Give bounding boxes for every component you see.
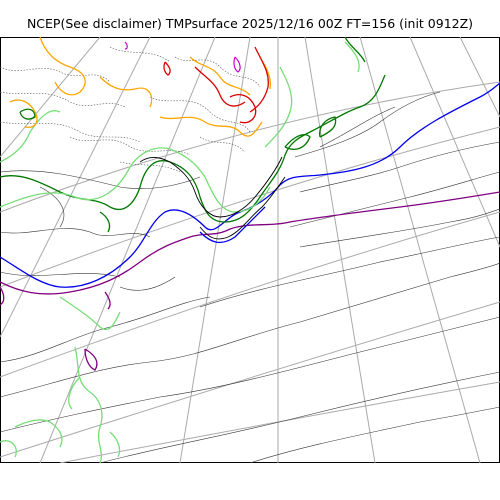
contours-dark-green — [0, 37, 386, 233]
weather-map — [0, 37, 500, 463]
contours-red — [163, 46, 269, 124]
contours-dotted — [0, 46, 261, 173]
contours-light-green — [0, 41, 360, 463]
contours-orange — [9, 37, 272, 137]
contours-magenta — [124, 41, 241, 73]
contour-purple — [0, 191, 500, 371]
map-frame — [0, 37, 500, 463]
map-title: NCEP(See disclaimer) TMPsurface 2025/12/… — [26, 16, 474, 31]
contours-thin — [0, 91, 500, 463]
coastline — [139, 156, 286, 240]
